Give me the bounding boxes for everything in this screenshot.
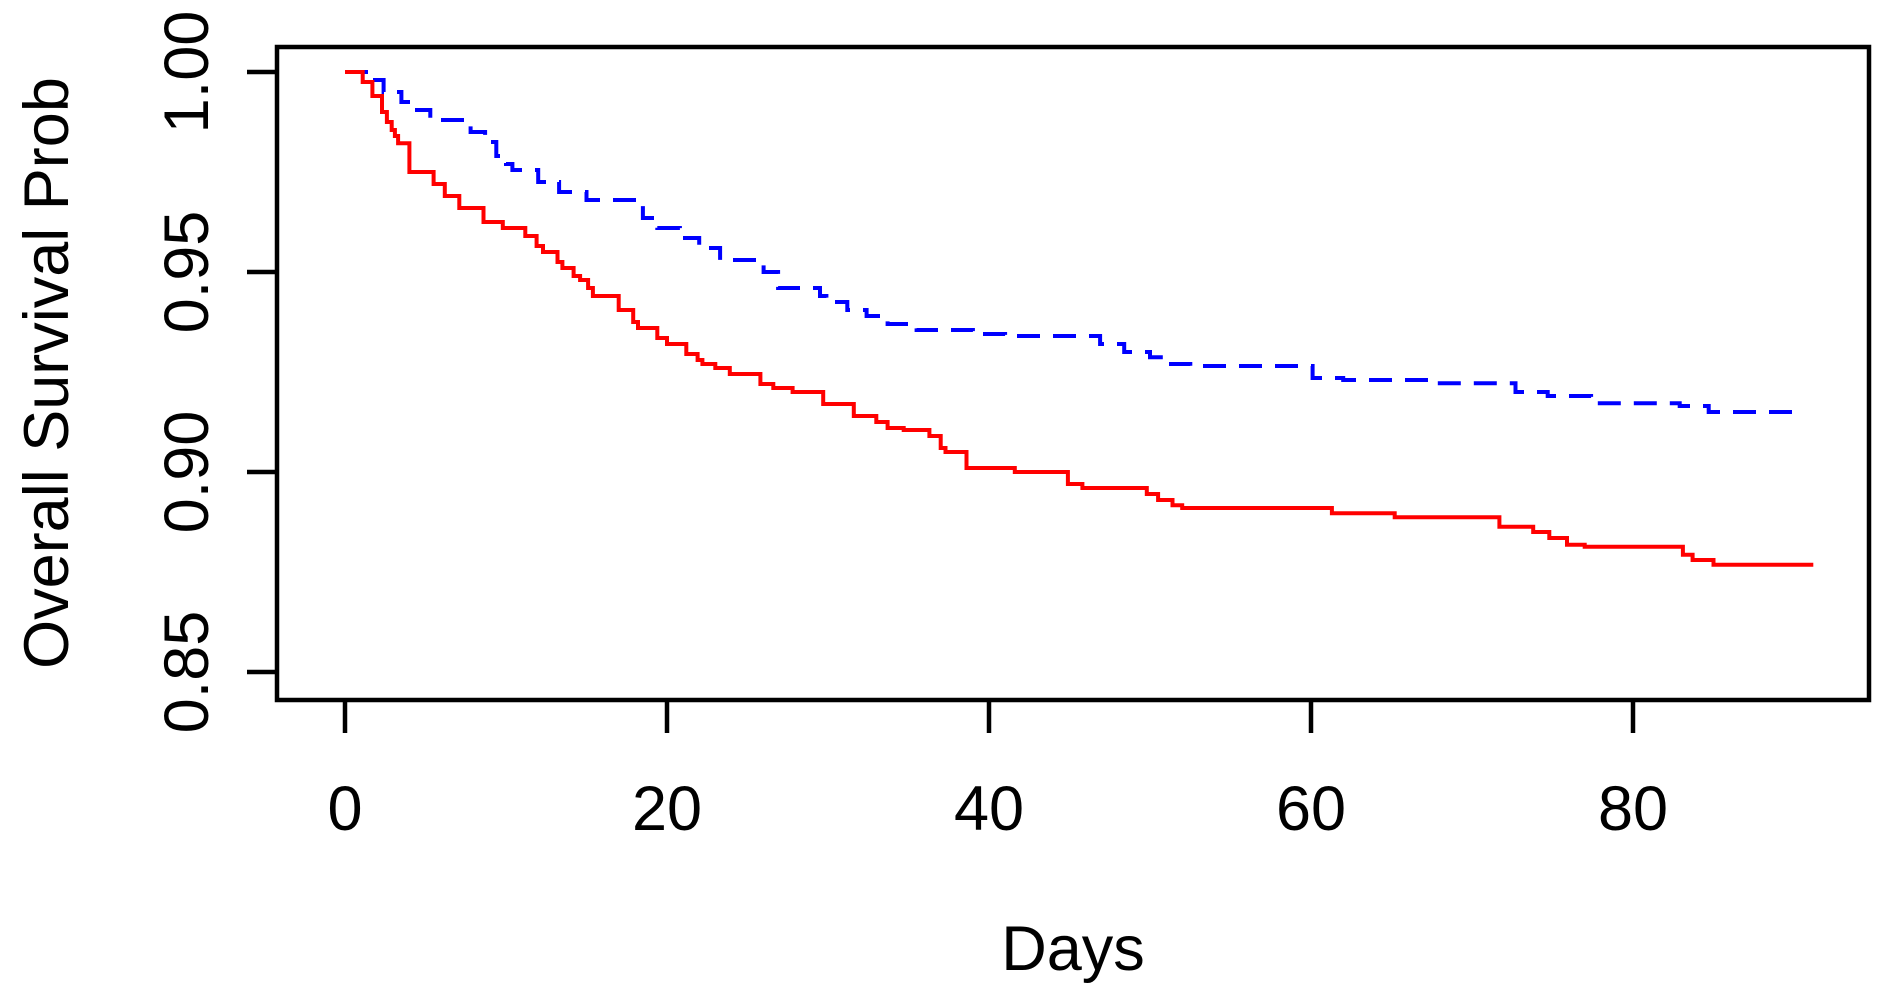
plot-frame — [274, 44, 1872, 703]
y-tick-label: 0.85 — [152, 611, 222, 734]
x-axis-ticks — [342, 700, 1636, 733]
y-tick-label: 0.95 — [152, 211, 222, 334]
y-tick-label: 0.90 — [152, 411, 222, 534]
x-tick-label: 20 — [632, 774, 702, 844]
survival-curves — [345, 70, 1814, 567]
y-axis-tick-labels: 1.00 0.95 0.90 0.85 — [152, 11, 222, 734]
x-tick-label: 0 — [327, 774, 362, 844]
y-axis-ticks — [247, 69, 277, 675]
y-axis-title: Overall Survival Prob — [12, 77, 82, 669]
x-tick-label: 80 — [1598, 774, 1668, 844]
blue-dashed-curve — [345, 70, 1804, 414]
x-tick-label: 60 — [1276, 774, 1346, 844]
x-tick-label: 40 — [954, 774, 1024, 844]
x-axis-title: Days — [1001, 914, 1145, 984]
y-tick-label: 1.00 — [152, 11, 222, 134]
x-axis-tick-labels: 0 20 40 60 80 — [327, 774, 1668, 844]
red-solid-curve — [345, 70, 1814, 567]
